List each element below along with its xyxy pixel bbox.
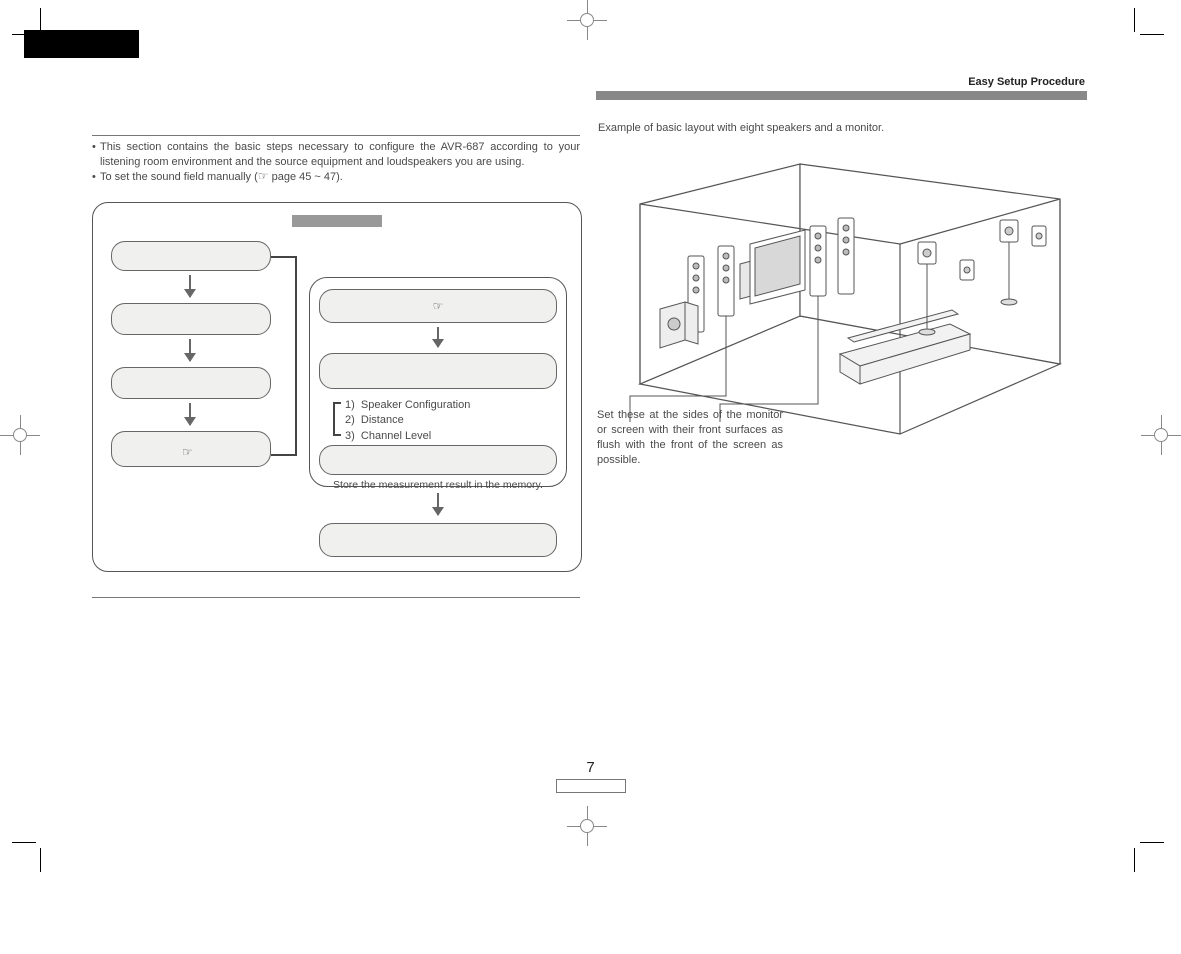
chapter-tab [24, 30, 139, 58]
connector-line [333, 402, 335, 434]
intro-text: •This section contains the basic steps n… [92, 140, 580, 185]
room-layout-diagram [600, 144, 1088, 444]
page-number-box [556, 779, 626, 793]
intro-line-2: To set the sound field manually (☞ page … [100, 170, 343, 185]
registration-mark-right [1141, 415, 1181, 455]
connector-line [271, 256, 297, 258]
divider-bottom [92, 597, 580, 598]
page-number: 7 [0, 759, 1181, 776]
connector-line [271, 454, 297, 456]
step-2: 2) Distance [345, 413, 470, 428]
connector-line [295, 256, 297, 456]
pointer-icon: ☞ [182, 446, 193, 458]
flow-box-r1: ☞ [319, 289, 557, 323]
step-1: 1) Speaker Configuration [345, 398, 470, 413]
step-list: 1) Speaker Configuration 2) Distance 3) … [345, 398, 470, 444]
pointer-icon: ☞ [258, 170, 269, 182]
flow-box-r3 [319, 445, 557, 475]
flow-box-l2 [111, 303, 271, 335]
flow-box-l4: ☞ [111, 431, 271, 467]
flow-box-l1 [111, 241, 271, 271]
example-caption: Example of basic layout with eight speak… [598, 122, 884, 134]
flow-box-l3 [111, 367, 271, 399]
header-underline-bar [596, 91, 1087, 100]
section-header: Easy Setup Procedure [968, 76, 1085, 88]
divider-top [92, 135, 580, 136]
arrow-down-icon [189, 403, 191, 425]
arrow-down-icon [189, 275, 191, 297]
arrow-down-icon [437, 327, 439, 347]
intro-line-1: This section contains the basic steps ne… [100, 140, 580, 170]
connector-line [333, 434, 341, 436]
arrow-down-icon [437, 493, 439, 515]
registration-mark-bottom [567, 806, 607, 846]
flowchart-frame: ☞ ☞ 1) Speaker Configuration 2) Distance… [92, 202, 582, 572]
step-3: 3) Channel Level [345, 429, 470, 444]
pointer-icon: ☞ [433, 300, 444, 312]
arrow-down-icon [189, 339, 191, 361]
store-note: Store the measurement result in the memo… [319, 479, 557, 491]
flow-box-r2 [319, 353, 557, 389]
registration-mark-left [0, 415, 40, 455]
connector-line [333, 402, 341, 404]
flow-box-r4 [319, 523, 557, 557]
flowchart-title-chip [292, 215, 382, 227]
front-speaker-note: Set these at the sides of the monitor or… [597, 408, 783, 467]
registration-mark-top [567, 0, 607, 40]
